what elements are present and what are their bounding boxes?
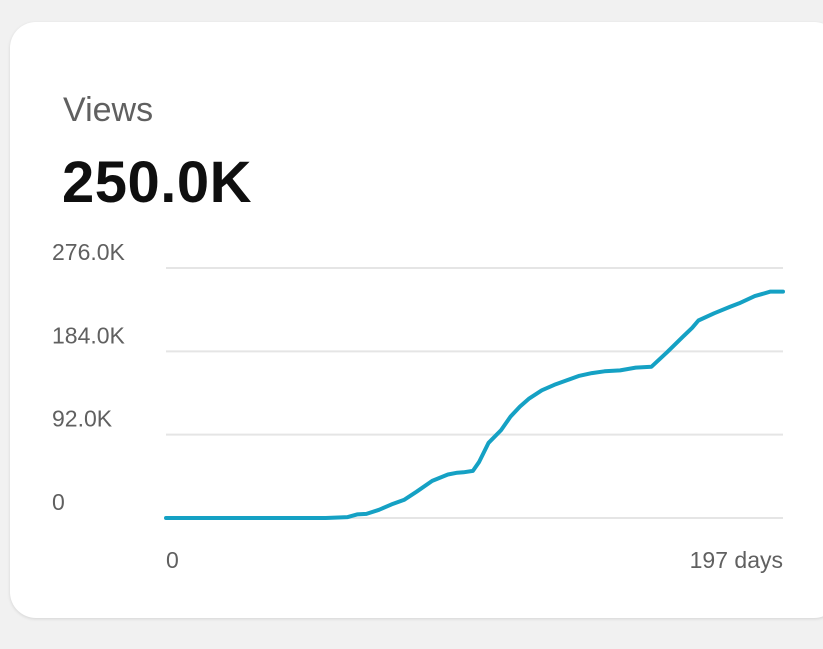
views-card: Views 250.0K 0 92.0K 184.0K 276.0K 0 197 days bbox=[10, 22, 823, 618]
y-tick-label: 0 bbox=[52, 489, 65, 515]
metric-label: Views bbox=[63, 91, 154, 129]
views-line-chart: 0 92.0K 184.0K 276.0K 0 197 days bbox=[52, 239, 785, 573]
y-tick-label: 92.0K bbox=[52, 406, 113, 432]
x-tick-label: 197 days bbox=[690, 547, 783, 573]
metric-value: 250.0K bbox=[62, 150, 253, 215]
y-tick-label: 184.0K bbox=[52, 322, 126, 348]
views-series-line bbox=[164, 289, 785, 520]
x-tick-label: 0 bbox=[166, 547, 179, 573]
y-tick-label: 276.0K bbox=[52, 239, 126, 265]
